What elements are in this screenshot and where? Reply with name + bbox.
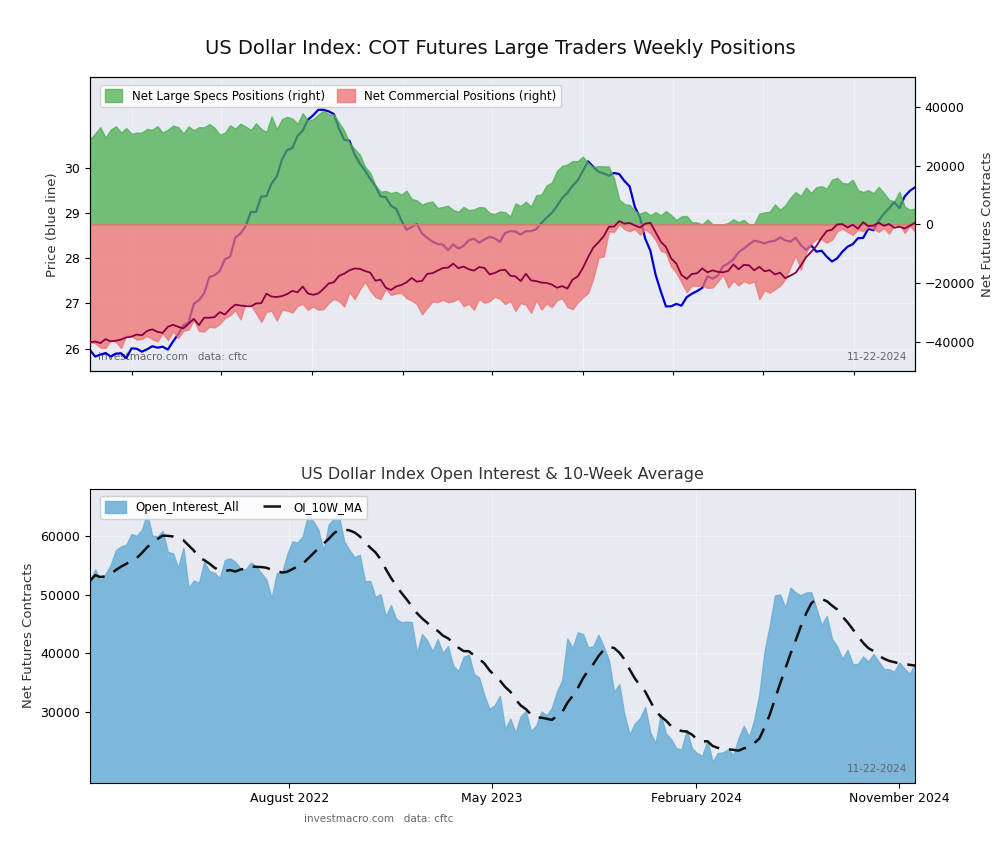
Legend: Open_Interest_All, OI_10W_MA: Open_Interest_All, OI_10W_MA — [100, 496, 367, 519]
Y-axis label: Net Futures Contracts: Net Futures Contracts — [22, 563, 35, 709]
Text: 11-22-2024: 11-22-2024 — [846, 353, 907, 362]
Text: investmacro.com   data: cftc: investmacro.com data: cftc — [304, 814, 453, 824]
Line: OI_10W_MA: OI_10W_MA — [90, 530, 915, 751]
Text: investmacro.com   data: cftc: investmacro.com data: cftc — [98, 353, 248, 362]
Y-axis label: Price (blue line): Price (blue line) — [46, 172, 59, 277]
Text: US Dollar Index: COT Futures Large Traders Weekly Positions: US Dollar Index: COT Futures Large Trade… — [205, 39, 795, 58]
Title: US Dollar Index Open Interest & 10-Week Average: US Dollar Index Open Interest & 10-Week … — [301, 467, 704, 482]
Y-axis label: Net Futures Contracts: Net Futures Contracts — [981, 151, 994, 297]
Legend: Net Large Specs Positions (right), Net Commercial Positions (right): Net Large Specs Positions (right), Net C… — [100, 85, 561, 108]
Text: 11-22-2024: 11-22-2024 — [846, 764, 907, 774]
